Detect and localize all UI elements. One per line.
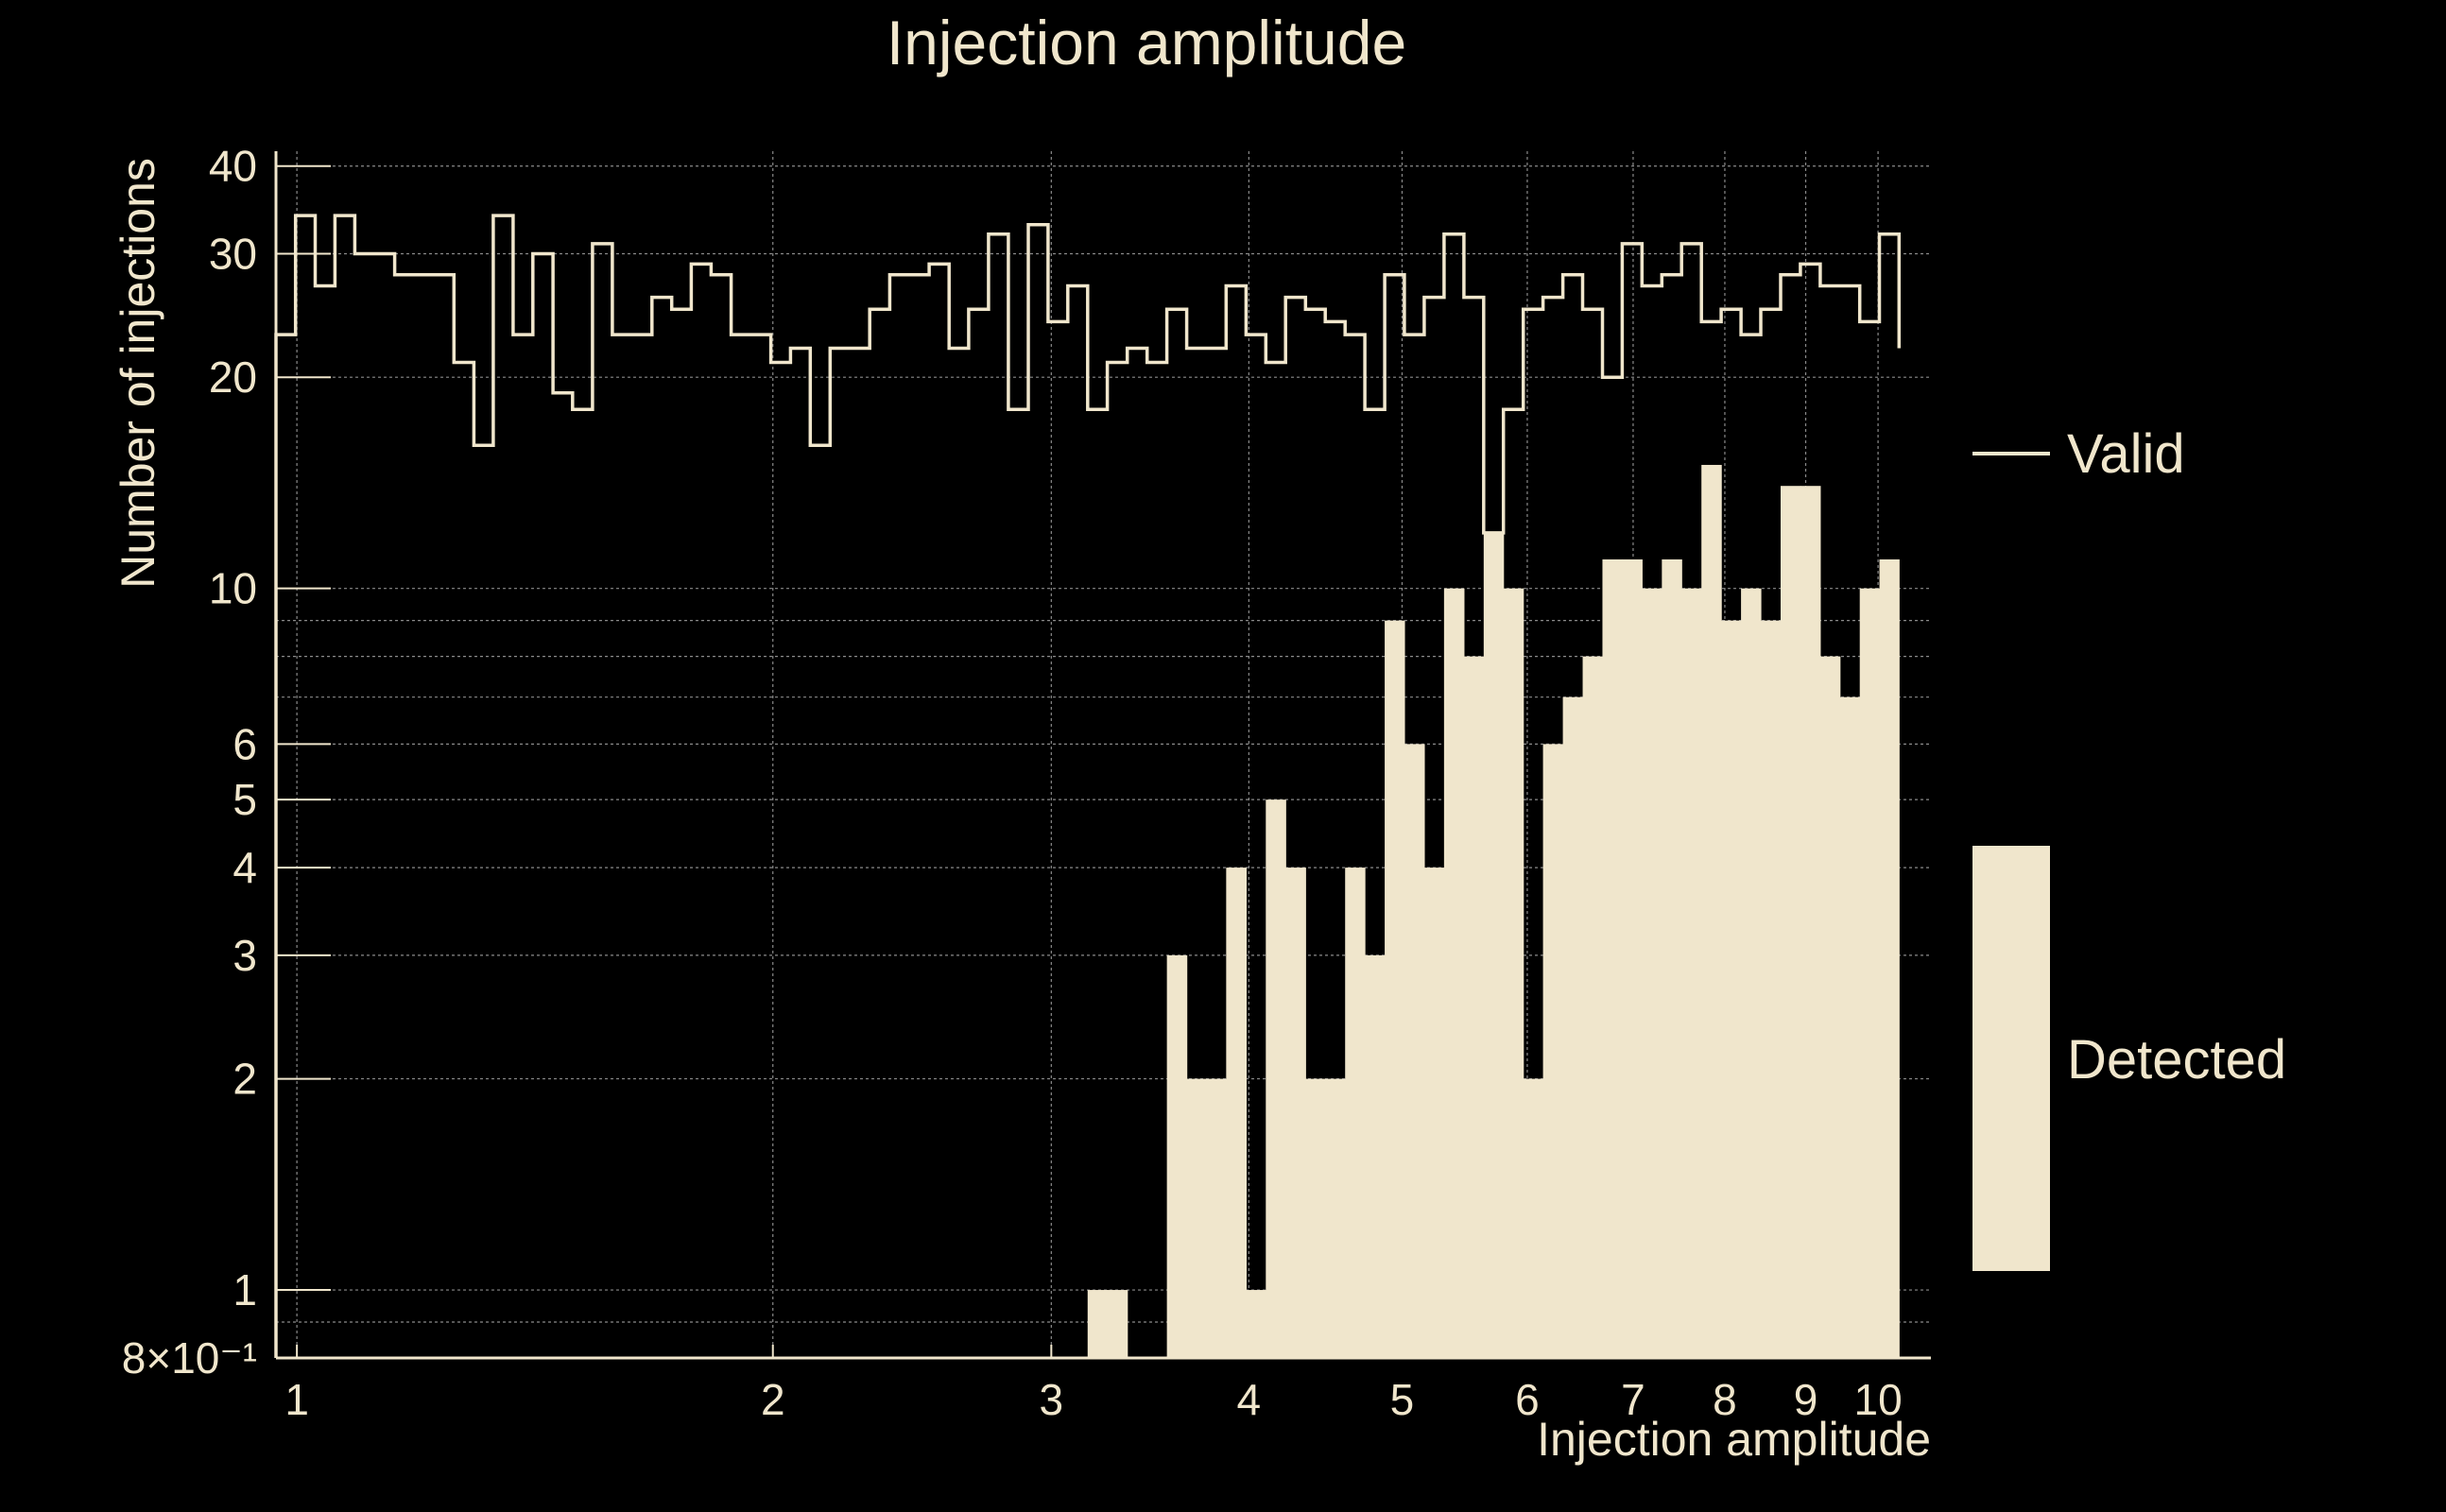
detected-bar (1839, 696, 1861, 1358)
detected-bar (1423, 868, 1445, 1358)
legend-valid-label: Valid (2067, 423, 2185, 485)
x-tick-label: 9 (1794, 1375, 1818, 1424)
detected-bar (1087, 1290, 1109, 1358)
detected-bar (1859, 588, 1881, 1358)
chart-title: Injection amplitude (887, 8, 1406, 77)
x-tick-label: 7 (1621, 1375, 1645, 1424)
detected-bar (1780, 486, 1801, 1358)
detected-bar (1186, 1078, 1207, 1358)
legend-detected-swatch (1972, 846, 2050, 1271)
x-axis-label: Injection amplitude (1537, 1413, 1931, 1466)
detected-bar (1226, 868, 1248, 1358)
x-tick-label: 5 (1390, 1375, 1415, 1424)
detected-bar (1602, 558, 1624, 1358)
y-tick-label: 4 (233, 843, 257, 892)
legend: Valid Detected (1972, 423, 2286, 1271)
y-tick-label: 40 (209, 142, 257, 191)
detected-bar (1206, 1078, 1227, 1358)
detected-bar (1523, 1078, 1544, 1358)
y-tick-label: 10 (209, 564, 257, 613)
x-tick-label: 2 (761, 1375, 785, 1424)
detected-bar (1819, 656, 1841, 1358)
detected-bar (1443, 588, 1465, 1358)
detected-bar (1622, 558, 1643, 1358)
detected-bar (1879, 558, 1900, 1358)
y-tick-label: 1 (233, 1265, 257, 1314)
detected-bar (1662, 558, 1682, 1358)
detected-bar (1741, 588, 1762, 1358)
detected-bar (1385, 620, 1405, 1358)
y-tick-label: 30 (209, 229, 257, 278)
tick-labels: 1 2 3 4 5 6 7 8 9 10 8×10⁻¹ 1 2 3 4 5 6 10 20 30 40 (122, 142, 1903, 1424)
y-axis-label: Number of injections (112, 158, 164, 589)
x-tick-label: 3 (1040, 1375, 1064, 1424)
x-tick-label: 10 (1853, 1375, 1902, 1424)
detected-bar (1463, 656, 1485, 1358)
detected-bar (1266, 799, 1286, 1358)
detected-bar (1800, 486, 1821, 1358)
y-tick-label: 3 (233, 931, 257, 980)
x-tick-label: 8 (1713, 1375, 1737, 1424)
detected-bar (1681, 588, 1702, 1358)
legend-detected-label: Detected (2067, 1029, 2286, 1091)
detected-bar (1582, 656, 1604, 1358)
detected-bar (1365, 954, 1386, 1358)
detected-bar (1325, 1078, 1346, 1358)
x-tick-label: 1 (284, 1375, 309, 1424)
detected-bar (1246, 1290, 1266, 1358)
axes (274, 151, 1931, 1360)
detected-bar (1285, 868, 1306, 1358)
detected-bar (1503, 588, 1524, 1358)
y-tick-label: 8×10⁻¹ (122, 1333, 257, 1383)
detected-bar (1562, 696, 1584, 1358)
y-tick-label: 20 (209, 352, 257, 402)
detected-series (1087, 464, 1900, 1358)
x-tick-label: 4 (1237, 1375, 1262, 1424)
detected-bar (1345, 868, 1366, 1358)
detected-bar (1483, 532, 1505, 1358)
valid-step-line (274, 214, 1902, 1358)
y-tick-label: 6 (233, 719, 257, 768)
y-tick-label: 5 (233, 775, 257, 824)
detected-bar (1166, 954, 1188, 1358)
detected-bar (1642, 588, 1662, 1358)
detected-bar (1404, 744, 1425, 1358)
valid-series (274, 214, 1902, 1358)
detected-bar (1542, 744, 1564, 1358)
x-tick-label: 6 (1515, 1375, 1540, 1424)
detected-bar (1721, 620, 1742, 1358)
y-tick-label: 2 (233, 1055, 257, 1104)
detected-bar (1701, 464, 1722, 1358)
detected-bar (1305, 1078, 1326, 1358)
detected-bar (1760, 620, 1782, 1358)
detected-bar (1107, 1290, 1128, 1358)
